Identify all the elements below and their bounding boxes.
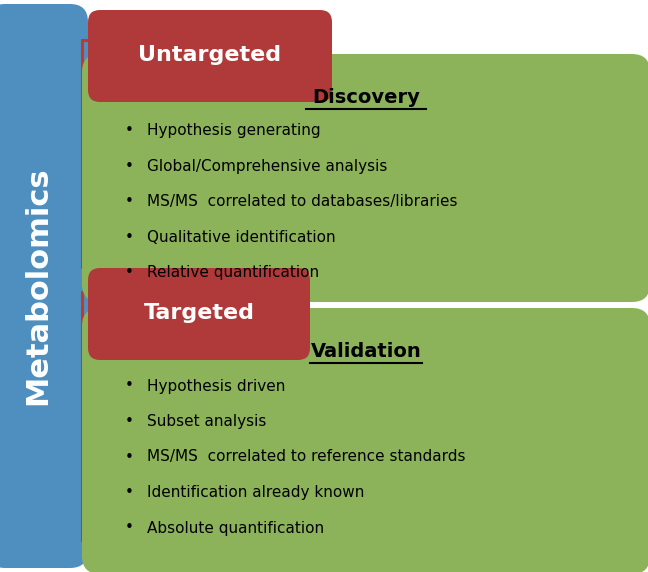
Text: •: • bbox=[125, 414, 134, 429]
Text: Identification already known: Identification already known bbox=[147, 485, 364, 500]
Text: •: • bbox=[125, 521, 134, 535]
Text: MS/MS  correlated to databases/libraries: MS/MS correlated to databases/libraries bbox=[147, 194, 457, 209]
Text: Validation: Validation bbox=[310, 343, 421, 362]
Text: Discovery: Discovery bbox=[312, 89, 420, 108]
Text: Global/Comprehensive analysis: Global/Comprehensive analysis bbox=[147, 159, 388, 174]
Text: •: • bbox=[125, 124, 134, 138]
Text: Hypothesis driven: Hypothesis driven bbox=[147, 379, 285, 394]
Text: Subset analysis: Subset analysis bbox=[147, 414, 266, 429]
FancyBboxPatch shape bbox=[82, 308, 648, 572]
Text: •: • bbox=[125, 485, 134, 500]
Text: Relative quantification: Relative quantification bbox=[147, 265, 319, 280]
FancyBboxPatch shape bbox=[88, 10, 332, 102]
Text: •: • bbox=[125, 265, 134, 280]
FancyBboxPatch shape bbox=[82, 54, 648, 302]
Text: •: • bbox=[125, 159, 134, 174]
Text: Qualitative identification: Qualitative identification bbox=[147, 230, 336, 245]
Text: Hypothesis generating: Hypothesis generating bbox=[147, 124, 321, 138]
Text: •: • bbox=[125, 230, 134, 245]
Text: Untargeted: Untargeted bbox=[139, 45, 282, 65]
Text: Absolute quantification: Absolute quantification bbox=[147, 521, 324, 535]
Text: Targeted: Targeted bbox=[143, 303, 255, 323]
Text: Metabolomics: Metabolomics bbox=[23, 166, 52, 406]
Text: MS/MS  correlated to reference standards: MS/MS correlated to reference standards bbox=[147, 450, 465, 464]
Text: •: • bbox=[125, 194, 134, 209]
FancyBboxPatch shape bbox=[88, 268, 310, 360]
Text: •: • bbox=[125, 450, 134, 464]
Text: •: • bbox=[125, 379, 134, 394]
FancyBboxPatch shape bbox=[0, 4, 88, 568]
